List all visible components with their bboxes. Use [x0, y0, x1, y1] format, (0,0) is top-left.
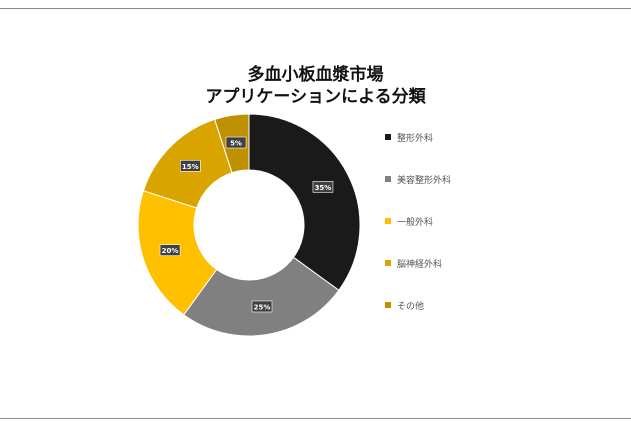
- slice-data-label-1: 35%: [312, 181, 334, 193]
- chart-title: 多血小板血漿市場 アプリケーションによる分類: [0, 64, 631, 108]
- slice-value-label: 15%: [182, 163, 199, 171]
- slice-value-label: 20%: [162, 247, 179, 255]
- legend-swatch: [385, 176, 391, 182]
- legend-swatch: [385, 218, 391, 224]
- top-divider: [0, 8, 631, 9]
- legend-swatch: [385, 302, 391, 308]
- legend-label: 脳神経外科: [397, 259, 443, 270]
- legend-item-3: 一般外科: [385, 214, 433, 228]
- donut-slice-2: [183, 256, 340, 337]
- chart-title-line-1: 多血小板血漿市場: [247, 65, 384, 85]
- slice-value-label: 25%: [254, 303, 271, 311]
- legend-label: 整形外科: [397, 133, 434, 144]
- legend-label: 美容整形外科: [397, 175, 452, 186]
- legend-item-4: 脳神経外科: [385, 256, 442, 270]
- legend-swatch: [385, 134, 391, 140]
- legend-label: その他: [397, 301, 425, 312]
- legend-item-5: その他: [385, 298, 424, 312]
- chart-title-line-2: アプリケーションによる分類: [205, 87, 426, 107]
- slice-value-label: 35%: [315, 184, 332, 192]
- legend-swatch: [385, 260, 391, 266]
- legend-label: 一般外科: [397, 217, 434, 228]
- legend-item-1: 整形外科: [385, 130, 433, 144]
- slice-data-label-2: 25%: [251, 300, 273, 313]
- slice-data-label-3: 20%: [159, 244, 181, 256]
- legend-item-2: 美容整形外科: [385, 172, 451, 186]
- slice-data-label-4: 15%: [180, 160, 201, 172]
- donut-slice-1: [248, 113, 361, 291]
- bottom-divider: [0, 418, 631, 419]
- slice-data-label-5: 5%: [225, 136, 247, 149]
- slice-value-label: 5%: [230, 140, 242, 148]
